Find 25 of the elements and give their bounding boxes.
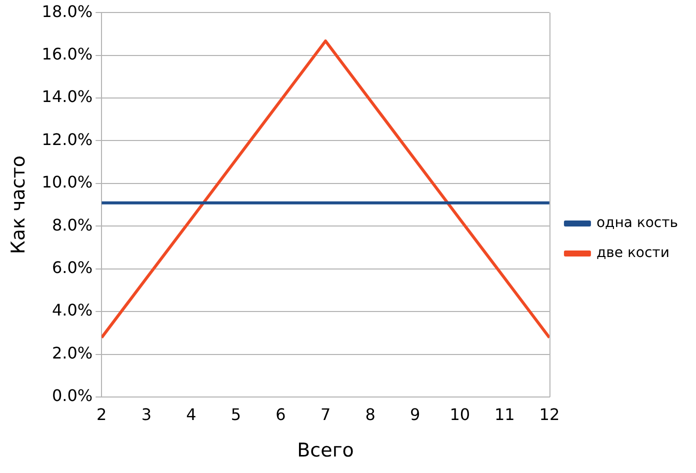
x-tick-label: 12	[539, 404, 560, 424]
y-tick-label: 14.0%	[42, 87, 93, 106]
x-tick-label: 5	[230, 404, 242, 424]
x-tick-label: 11	[494, 404, 515, 424]
y-tick-label: 10.0%	[42, 172, 93, 192]
y-tick-label: 0.0%	[52, 386, 93, 406]
y-tick-label: 12.0%	[42, 130, 93, 149]
x-tick-label: 8	[365, 404, 376, 424]
x-tick-label: 3	[141, 404, 152, 424]
y-tick-label: 16.0%	[42, 44, 93, 64]
x-tick-label: 7	[320, 404, 331, 424]
x-axis-title: Всего	[297, 440, 354, 462]
y-tick-label: 4.0%	[52, 300, 93, 320]
x-tick-label: 4	[186, 404, 196, 424]
y-axis-title: Как часто	[7, 155, 30, 254]
y-tick-label: 18.0%	[42, 2, 93, 21]
y-tick-label: 8.0%	[52, 215, 93, 234]
legend-label: две кости	[596, 245, 670, 262]
x-tick-label: 6	[276, 404, 286, 424]
x-tick-label: 2	[96, 404, 107, 424]
y-tick-label: 2.0%	[52, 343, 93, 362]
x-tick-label: 9	[410, 404, 420, 424]
x-tick-label: 10	[450, 404, 470, 424]
legend-label: одна кость	[596, 215, 678, 232]
y-tick-label: 6.0%	[52, 258, 93, 278]
